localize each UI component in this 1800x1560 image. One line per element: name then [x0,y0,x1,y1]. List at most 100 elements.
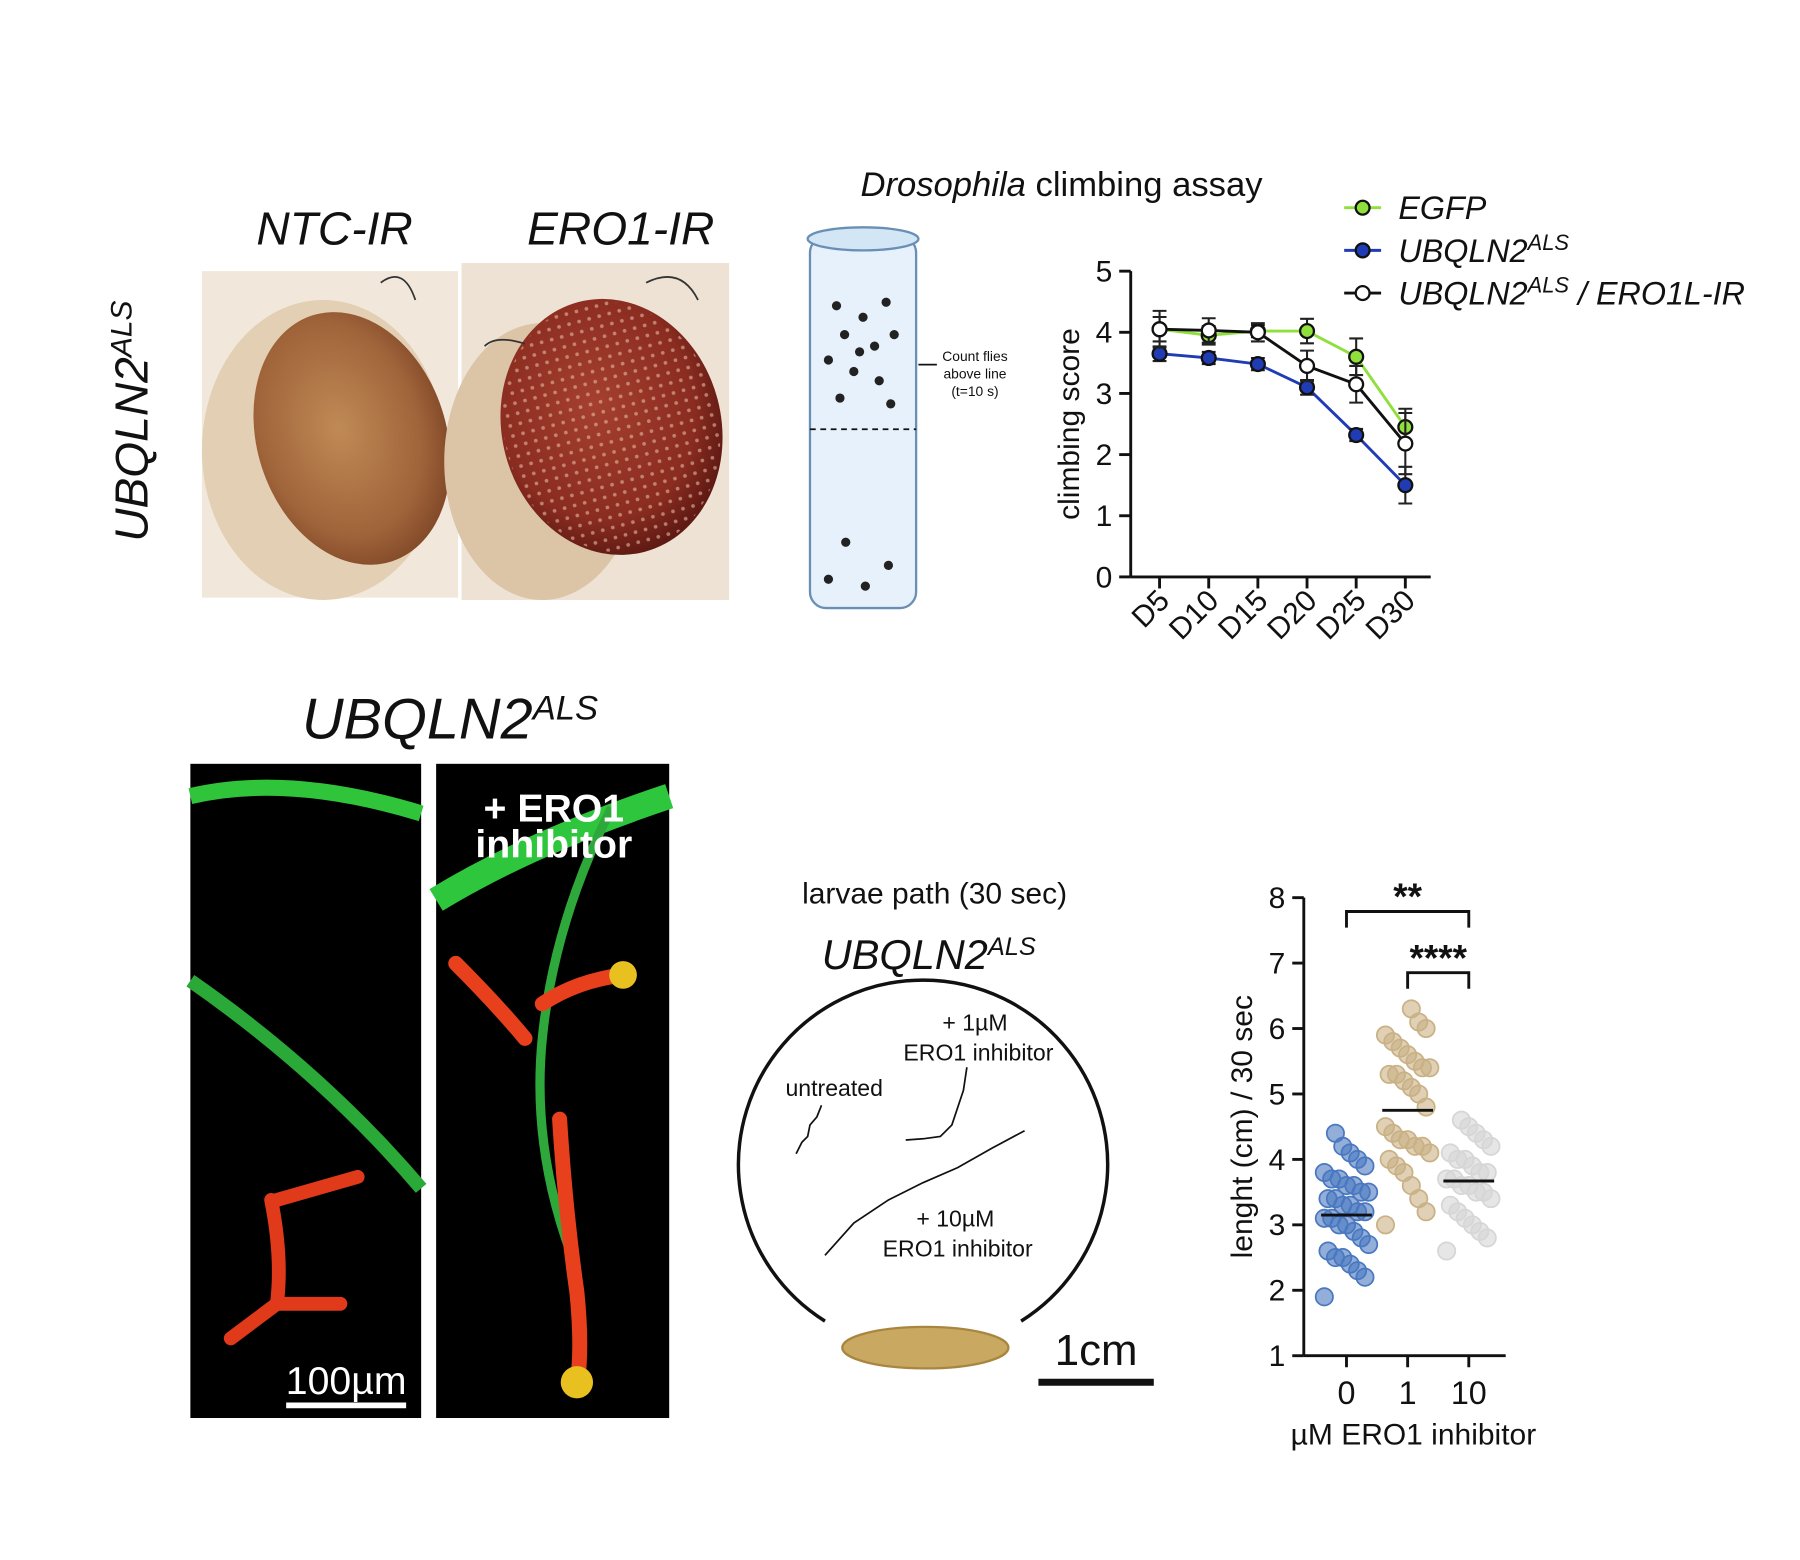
marker [1348,348,1365,365]
marker [1200,349,1217,367]
data-point [1375,1215,1396,1235]
tube-note: Count flies [942,348,1007,364]
eye-label: ERO1-IR [527,203,714,255]
legend-text: UBQLN2 [1398,233,1527,269]
marker [1151,345,1168,362]
data-point [1318,1241,1338,1261]
y-tick-label: 4 [1096,317,1113,350]
marker [1298,379,1316,396]
x-tick-label: D30 [1360,584,1422,646]
eye-label: NTC-IR [256,203,412,255]
genotype-sup: ALS [986,933,1036,961]
legend-marker [1354,284,1371,302]
row-label-text: UBQLN2 [106,357,158,542]
x-tick-label: D25 [1310,584,1372,646]
title-italic: Drosophila [860,166,1025,204]
legend-marker [1354,199,1371,216]
y-tick-label: 3 [1269,1209,1286,1242]
significance-bracket [1345,910,1471,928]
y-tick-label: 8 [1269,882,1286,915]
series-line [1159,352,1407,487]
tube [806,226,937,610]
marker [1348,376,1365,393]
eye-photos [201,263,730,600]
genotype-text: UBQLN2 [822,931,988,978]
significance-label: ** [1393,876,1422,917]
data-point [1440,1195,1460,1215]
figure-content: UBQLN2ALS NTC-IR ERO1-IR Drosophila clim… [105,166,1745,1451]
path-label: + 1µM [942,1009,1007,1035]
x-tick-label: D20 [1261,584,1323,646]
data-point [1379,1064,1399,1084]
y-tick-label: 1 [1096,500,1113,533]
larvae-title: larvae path (30 sec) [802,877,1067,910]
y-tick-label: 2 [1096,439,1113,472]
data-point [1437,1241,1457,1261]
marker [1151,321,1168,338]
y-axis-label: climbing score [1053,328,1086,520]
tube-note: above line [943,365,1006,381]
significance-bracket [1406,971,1471,989]
marker [1397,435,1414,452]
nmj-title-text: UBQLN2 [302,687,533,751]
y-tick-label: 3 [1096,378,1113,411]
legend-entry: UBQLN2ALS [1398,229,1569,269]
marker [1348,426,1365,444]
nmj-title-sup: ALS [531,689,598,727]
path-label: + 10µM [916,1205,994,1231]
y-tick-label: 5 [1269,1078,1286,1111]
legend-text: UBQLN2 [1398,276,1527,312]
series-line [1159,327,1407,428]
data-point [1379,1149,1399,1169]
data-point [1440,1143,1460,1163]
larvae-genotype: UBQLN2ALS [822,931,1036,978]
legend-entry: EGFP [1398,190,1486,226]
y-tick-label: 6 [1269,1013,1286,1046]
data-point [1314,1287,1334,1307]
nmj-images [186,763,674,1419]
y-tick-label: 4 [1269,1144,1286,1177]
data-point [1437,1169,1457,1189]
legend-entry: UBQLN2ALS / ERO1L-IR [1398,272,1745,311]
marker [1298,322,1316,340]
data-point [1314,1162,1334,1183]
series-line [1159,327,1407,445]
legend-text: ALS [1526,229,1570,254]
data-point [1314,1208,1334,1228]
x-tick-label: 10 [1451,1375,1487,1411]
marker [1249,324,1266,341]
path-label: untreated [785,1075,882,1101]
x-tick-label: 1 [1399,1375,1417,1411]
legend-text: / ERO1L-IR [1569,276,1745,312]
x-axis-label: µM ERO1 inhibitor [1291,1419,1537,1452]
y-tick-label: 0 [1096,561,1113,594]
x-tick-label: D15 [1212,584,1274,646]
y-tick-label: 5 [1096,256,1113,289]
path-label: ERO1 inhibitor [903,1039,1053,1065]
row-label: UBQLN2ALS [105,300,158,541]
y-tick-label: 2 [1269,1275,1286,1308]
y-tick-label: 1 [1269,1340,1286,1373]
x-tick-label: D10 [1163,584,1225,646]
climbing-title: Drosophila climbing assay [860,166,1263,204]
marker [1200,322,1217,339]
row-label-sup: ALS [105,300,138,359]
title-rest: climbing assay [1026,166,1263,204]
x-tick-label: 0 [1338,1375,1356,1411]
marker [1249,356,1266,373]
nmj-title: UBQLN2ALS [302,687,598,751]
nmj-scale-label: 100µm [286,1359,407,1403]
data-point [1318,1189,1338,1209]
significance-label: **** [1409,937,1467,978]
legend-text: EGFP [1398,190,1486,226]
tube-note: (t=10 s) [951,383,998,399]
y-axis-label: lenght (cm) / 30 sec [1226,995,1259,1258]
nmj-inset: inhibitor [475,822,632,866]
y-tick-label: 7 [1269,947,1286,980]
path-label: ERO1 inhibitor [883,1235,1033,1261]
arena [736,978,1110,1370]
marker [1397,477,1414,494]
data-point [1375,1025,1396,1045]
